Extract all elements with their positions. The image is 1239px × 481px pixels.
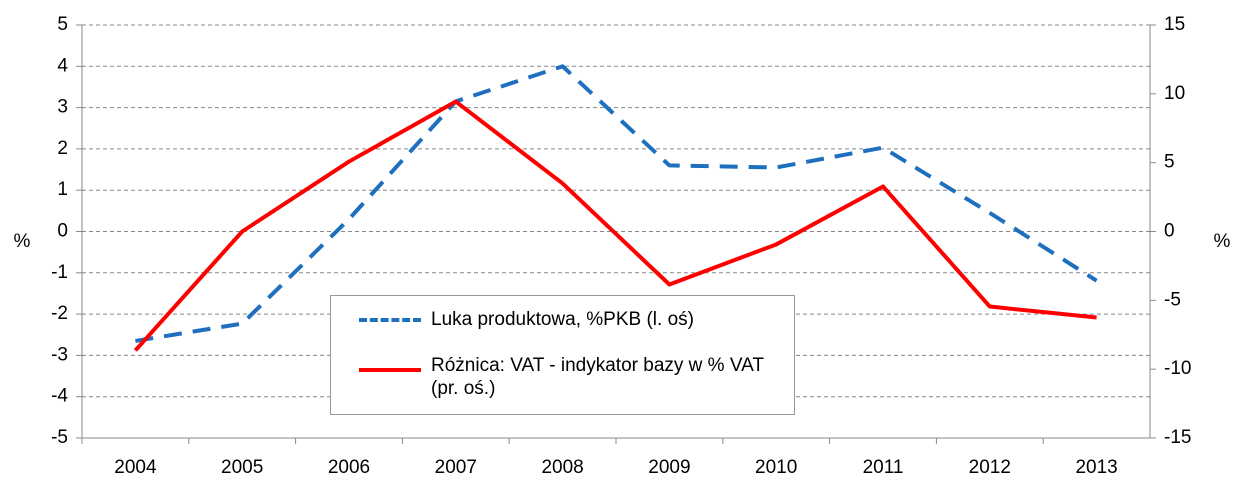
x-tick-label: 2011: [863, 457, 904, 478]
y-tick-label: 0: [57, 221, 68, 242]
x-tick-label: 2007: [435, 457, 477, 478]
y-tick-label: 4: [57, 55, 68, 76]
data-line: [135, 64, 1098, 343]
y-tick-label: -5: [51, 427, 68, 448]
y2-tick-label: 10: [1164, 83, 1185, 104]
y2-tick-label: 0: [1164, 221, 1175, 242]
x-tick-label: 2010: [755, 457, 797, 478]
x-tick-label: 2006: [328, 457, 370, 478]
x-tick-label: 2013: [1075, 457, 1117, 478]
y-tick-label: 1: [57, 179, 68, 200]
y-axis-label: %: [14, 231, 31, 252]
x-tick-label: 2005: [221, 457, 263, 478]
y2-axis-label: %: [1214, 231, 1231, 252]
legend: Luka produktowa, %PKB (l. oś) Różnica: VA…: [330, 295, 795, 415]
legend-swatch: [359, 368, 421, 372]
x-tick-label: 2012: [969, 457, 1011, 478]
legend-label: Różnica: VAT - indykator bazy w % VAT (p…: [431, 355, 764, 399]
y2-tick-label: -15: [1164, 427, 1191, 448]
y-tick-label: 5: [57, 14, 68, 35]
x-tick-label: 2009: [648, 457, 690, 478]
y2-tick-label: 15: [1164, 14, 1185, 35]
legend-label: Luka produktowa, %PKB (l. oś): [431, 309, 694, 330]
y2-tick-label: -10: [1164, 358, 1191, 379]
y-tick-label: -2: [51, 303, 68, 324]
y2-tick-label: 5: [1164, 152, 1175, 173]
data-line: [133, 99, 1097, 352]
y-tick-label: -4: [51, 386, 68, 407]
y-tick-label: 2: [57, 138, 68, 159]
y-tick-label: -3: [51, 344, 68, 365]
x-tick-label: 2004: [114, 457, 157, 478]
y-tick-label: 3: [57, 97, 68, 118]
y-tick-label: -1: [51, 262, 68, 283]
y2-tick-label: -5: [1164, 289, 1181, 310]
x-tick-label: 2008: [541, 457, 583, 478]
legend-swatch: [359, 318, 421, 322]
